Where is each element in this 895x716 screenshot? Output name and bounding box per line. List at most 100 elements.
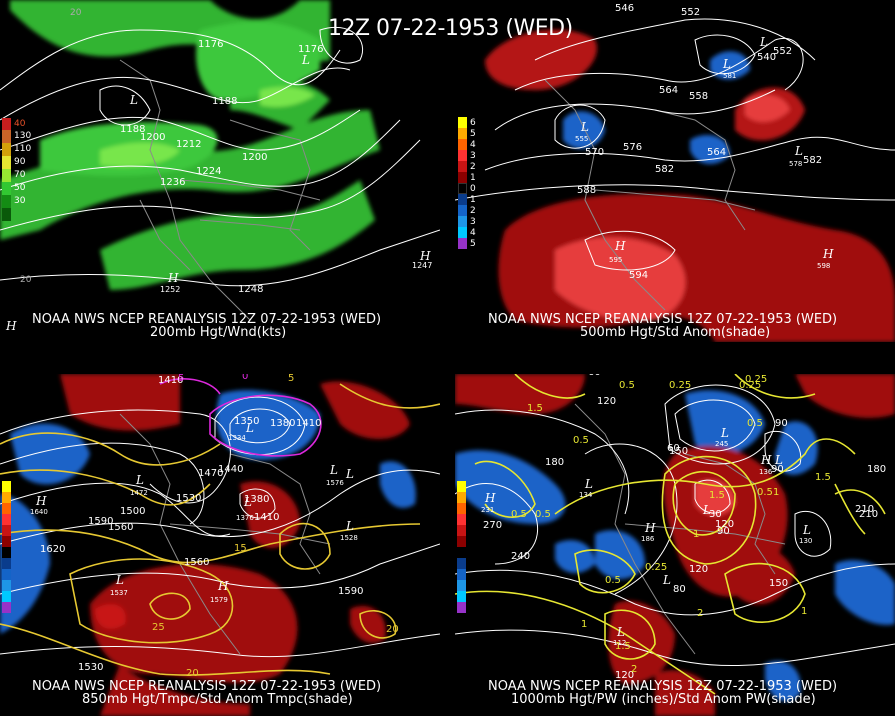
low-symbol: L — [115, 573, 124, 587]
temperature-contours — [0, 383, 440, 676]
legend-label: 40 — [14, 119, 26, 129]
contour-label: 1200 — [242, 152, 267, 163]
pw-label: 1.5 — [709, 490, 725, 501]
contour-label: 1410 — [296, 418, 321, 429]
map-outlines — [119, 59, 321, 321]
legend-label: 3 — [470, 151, 476, 161]
contour-label: 270 — [483, 520, 502, 531]
contour-labels: 1410 1350 1380 1410 1440 1470 1500 1530 … — [40, 374, 399, 679]
contour-label: 1176 — [298, 44, 323, 55]
pw-label: 0.5 — [535, 509, 551, 520]
low-symbol: L — [345, 519, 354, 533]
pw-label: 0.5 — [619, 380, 635, 391]
value-label: 1576 — [326, 479, 344, 487]
contour-label: 1410 — [158, 375, 183, 386]
pressure-symbols: L L H H H 1252 1247 20 20 — [5, 8, 432, 333]
height-contours — [0, 26, 440, 287]
legend-label: 1 — [470, 195, 476, 205]
pressure-symbols: L L L L H H 581 555 578 595 598 — [575, 35, 834, 270]
anomaly-shading — [455, 374, 895, 716]
pressure-symbols: H L L L L H H L L L 231 134 245 186 112 … — [481, 426, 812, 647]
value-label: 595 — [609, 256, 622, 264]
pw-label: 2 — [697, 608, 703, 619]
low-symbol: L — [722, 57, 731, 71]
legend-label: 2 — [470, 206, 476, 216]
high-symbol: H — [822, 247, 834, 261]
contour-label: 1500 — [120, 506, 145, 517]
anomaly-shading — [485, 29, 895, 342]
contour-label: 180 — [545, 457, 564, 468]
pw-label: 0.25 — [745, 374, 767, 385]
contour-label: 594 — [629, 270, 648, 281]
low-symbol: L — [243, 495, 252, 509]
high-symbol: H — [760, 453, 772, 467]
value-label: 134 — [579, 491, 593, 499]
contour-label: 1236 — [160, 177, 185, 188]
pressure-symbols: H L L L L H L L L 1334 1472 1376 1537 15… — [30, 421, 358, 604]
value-label: 112 — [613, 639, 626, 647]
contour-label: 546 — [615, 3, 634, 14]
contour-label: 150 — [769, 578, 788, 589]
legend-label: 30 — [14, 196, 26, 206]
contour-label: 120 — [715, 519, 734, 530]
contour-label: 570 — [585, 147, 604, 158]
legend-label: 130 — [14, 131, 32, 141]
freezing-contours — [159, 378, 322, 457]
map-200mb: 1176 1176 1188 1200 1212 1224 1236 1248 … — [0, 0, 440, 333]
contour-label: 1470 — [198, 468, 223, 479]
value-label: 1472 — [130, 489, 148, 497]
value-label: 1334 — [228, 434, 246, 442]
caption-850mb-line1: NOAA NWS NCEP REANALYSIS 12Z 07-22-1953 … — [32, 679, 382, 694]
contour-label: 582 — [803, 155, 822, 166]
pw-label: 1 — [581, 619, 587, 630]
pw-label: 1.5 — [815, 472, 831, 483]
contour-label: 210 — [859, 509, 878, 520]
temp-label: 25 — [152, 622, 165, 633]
low-symbol: L — [702, 503, 711, 517]
contour-label: 1590 — [88, 516, 113, 527]
caption-500mb-line2: 500mb Hgt/Std Anom(shade) — [580, 325, 771, 340]
low-symbol: L — [662, 573, 671, 587]
pw-label: 1.5 — [615, 641, 631, 652]
high-symbol: H — [419, 249, 431, 263]
contour-label: 1248 — [238, 284, 263, 295]
contour-label: 582 — [655, 164, 674, 175]
pw-labels: 0.25 0.5 0.25 0.5 1.5 0.5 0.25 0.5 0.5 1… — [511, 374, 831, 675]
legend-label: 2 — [470, 162, 476, 172]
contour-label: 1620 — [40, 544, 65, 555]
pw-label: 0.5 — [605, 575, 621, 586]
legend-label: 3 — [470, 217, 476, 227]
value-label: 1579 — [210, 596, 228, 604]
value-label: 1537 — [110, 589, 128, 597]
high-symbol: H — [167, 271, 179, 285]
contour-label: 120 — [597, 396, 616, 407]
low-symbol: L — [580, 120, 589, 134]
legend-label: 0 — [470, 184, 476, 194]
legend-label: 70 — [14, 170, 26, 180]
legend-label: 90 — [14, 157, 26, 167]
contour-label: 150 — [669, 446, 688, 457]
value-label: 245 — [715, 440, 728, 448]
contour-label: 1350 — [234, 416, 259, 427]
pw-label: 0.25 — [669, 380, 691, 391]
height-contours — [455, 18, 895, 271]
anomaly-shading — [0, 374, 416, 716]
pw-label: 1 — [801, 606, 807, 617]
pw-label: 0.25 — [739, 380, 761, 391]
legend-label: 110 — [14, 144, 32, 154]
pw-label: 2 — [631, 664, 637, 675]
legend-label: 50 — [14, 183, 26, 193]
contour-label: 1530 — [78, 662, 103, 673]
panel-850mb: 1410 1350 1380 1410 1440 1470 1500 1530 … — [0, 374, 440, 716]
temp-label: 5 — [178, 374, 184, 384]
value-label: 186 — [641, 535, 655, 543]
contour-label: 1224 — [196, 166, 221, 177]
contour-label: 1560 — [184, 557, 209, 568]
caption-1000mb-line2: 1000mb Hgt/PW (inches)/Std Anom PW(shade… — [511, 692, 816, 707]
contour-label: 90 — [717, 526, 730, 537]
map-500mb: 546 552 540 552 564 558 570 576 582 564 … — [455, 3, 895, 342]
contour-label: 588 — [577, 185, 596, 196]
contour-label: 564 — [659, 85, 678, 96]
pw-label: 1 — [773, 487, 779, 498]
